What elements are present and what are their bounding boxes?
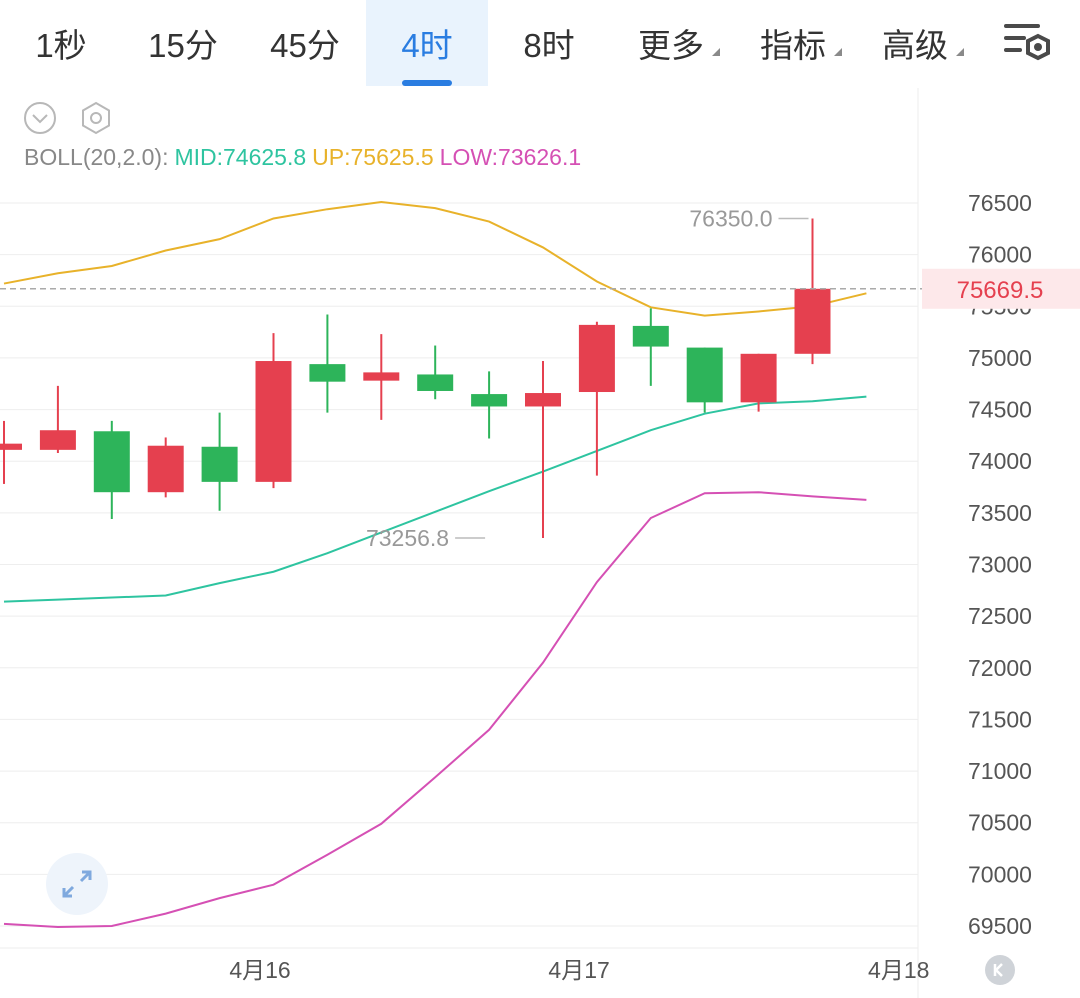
y-tick-label: 69500 [968,913,1032,939]
chart-area[interactable]: 7650076000755007500074500740007350073000… [0,88,1080,998]
boll-low-value: LOW:73626.1 [439,144,582,170]
y-tick-label: 73500 [968,500,1032,526]
y-tick-label: 76000 [968,242,1032,268]
expand-arrows-icon [62,870,92,898]
candle-body [93,431,130,493]
tab-label: 更多 [638,27,704,64]
boll-mid-value: MID:74625.8 [174,144,307,170]
tab-6[interactable]: 指标 [732,0,854,86]
settings-icon [1004,24,1050,61]
boll-up-value: UP:75625.5 [312,144,434,170]
candle-body [309,364,346,382]
y-tick-label: 72500 [968,603,1032,629]
x-tick-label: 4月16 [229,957,290,983]
scroll-to-latest-button[interactable] [985,955,1015,985]
boll-name: BOLL(20,2.0): [24,144,169,170]
candle-body [632,325,669,347]
chart-settings-button[interactable] [998,12,1058,72]
candle-body [471,394,508,407]
expand-chart-button[interactable] [46,853,108,915]
timeframe-tabs: 1秒 15分 45分 4时 8时 更多 指标 高级 [0,0,1080,88]
tab-label: 1秒 [35,27,87,64]
tab-label: 指标 [760,27,826,64]
y-tick-label: 70000 [968,861,1032,887]
chevron-down-circle-icon [24,102,56,134]
candle-body [39,430,76,450]
y-tick-label: 70500 [968,810,1032,836]
y-tick-label: 76500 [968,190,1032,216]
x-tick-label: 4月18 [868,957,929,983]
tab-label: 4时 [401,27,453,64]
current-price-label: 75669.5 [957,277,1044,304]
candle-body [525,393,561,407]
collapse-indicator-button[interactable] [22,100,58,136]
extreme-price-annotation: 73256.8 [366,525,449,551]
tab-5[interactable]: 更多 [610,0,732,86]
tab-1[interactable]: 15分 [122,0,244,86]
y-tick-label: 75000 [968,345,1032,371]
candle-body [255,361,292,482]
x-tick-label: 4月17 [548,957,609,983]
tab-label: 8时 [523,27,575,64]
y-tick-label: 74500 [968,397,1032,423]
tab-label: 45分 [270,27,340,64]
boll-mid-line [3,395,867,603]
boll-upper-band [3,200,867,317]
tab-label: 高级 [882,27,948,64]
y-tick-label: 73000 [968,552,1032,578]
boll-lower-band [3,491,867,929]
boll-indicator-legend: BOLL(20,2.0): MID:74625.8 UP:75625.5 LOW:73… [24,144,587,171]
rewind-icon [993,963,1003,977]
y-tick-label: 71500 [968,706,1032,732]
tab-label: 15分 [148,27,218,64]
candle-body [0,443,22,450]
candlestick-chart[interactable]: 7650076000755007500074500740007350073000… [0,88,1080,998]
candle-body [201,446,238,482]
hexagon-gear-icon [82,101,110,135]
extreme-price-annotation: 76350.0 [689,205,772,231]
indicator-settings-button[interactable] [78,100,114,136]
tab-4[interactable]: 8时 [488,0,610,86]
tab-2[interactable]: 45分 [244,0,366,86]
y-tick-label: 74000 [968,448,1032,474]
candle-body [740,353,777,403]
current-price-tag [922,268,1080,309]
candle-body [578,324,615,393]
y-tick-label: 72000 [968,655,1032,681]
candle-body [794,288,831,354]
candle-body [417,374,454,391]
tab-0[interactable]: 1秒 [0,0,122,86]
y-tick-label: 71000 [968,758,1032,784]
tab-7[interactable]: 高级 [854,0,976,86]
candle-body [147,445,184,493]
tab-3[interactable]: 4时 [366,0,488,86]
candle-body [686,347,723,403]
candle-body [363,372,400,381]
